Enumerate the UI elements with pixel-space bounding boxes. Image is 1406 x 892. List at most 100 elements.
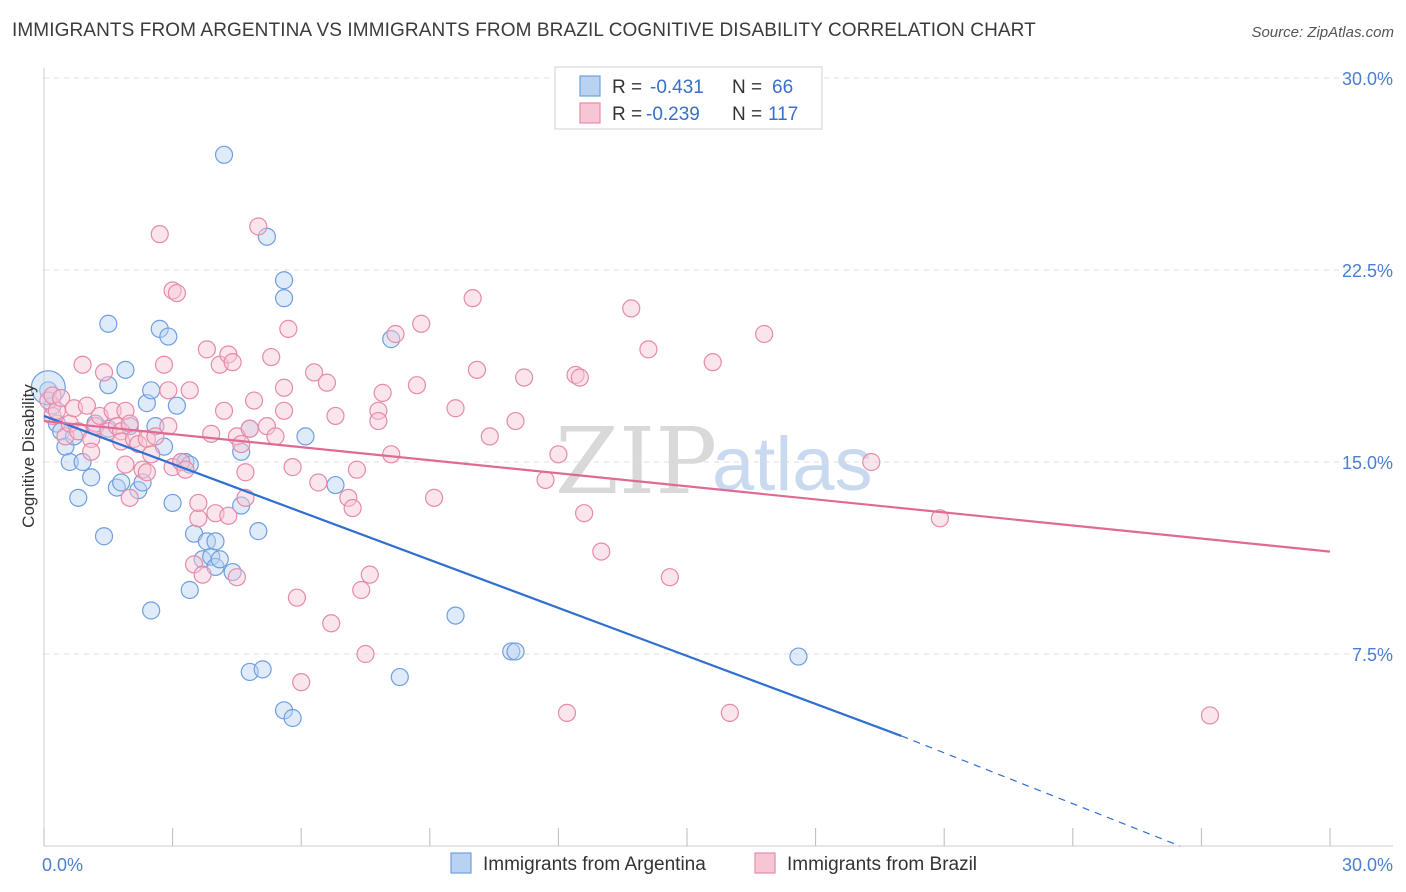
brazil-point (382, 445, 401, 464)
x-tick-label-min: 0.0% (42, 855, 83, 875)
chart-title: IMMIGRANTS FROM ARGENTINA VS IMMIGRANTS … (12, 20, 1036, 41)
brazil-point (274, 401, 294, 420)
brazil-point (159, 381, 178, 400)
source-credit: Source: ZipAtlas.com (1251, 24, 1394, 41)
brazil-point (660, 568, 679, 587)
brazil-point (287, 588, 307, 607)
legend-swatch-brazil (579, 102, 601, 124)
brazil-point (570, 368, 589, 387)
argentina-point (283, 708, 302, 728)
bottom-legend-label-argentina: Immigrants from Argentina (483, 854, 706, 875)
argentina-point (60, 452, 79, 472)
watermark-atlas: atlas (712, 422, 873, 507)
argentina-point (133, 473, 152, 492)
brazil-point (1200, 706, 1220, 725)
brazil-point (189, 509, 208, 528)
brazil-point (352, 580, 371, 600)
y-tick-label-2: 22.5% (1342, 261, 1393, 281)
axes (43, 68, 1393, 847)
brazil-point (639, 340, 658, 359)
argentina-point (253, 660, 272, 679)
brazil-point (592, 542, 611, 561)
brazil-point (249, 217, 268, 236)
brazil-point (244, 391, 264, 410)
argentina-point (159, 327, 178, 346)
argentina-point (446, 606, 465, 625)
brazil-point (292, 673, 311, 692)
brazil-point (52, 388, 71, 408)
argentina-point (112, 473, 131, 492)
brazil-point (356, 644, 375, 664)
y-tick-label-0: 7.5% (1352, 645, 1393, 665)
correlation-legend: R = -0.431 N = 66 R = -0.239 N = 117 (554, 66, 823, 130)
bottom-legend-swatch-brazil (754, 852, 776, 874)
legend-n-value-argentina: 66 (772, 77, 793, 98)
argentina-point (296, 427, 315, 446)
brazil-point (339, 488, 358, 507)
argentina-point (69, 488, 88, 507)
argentina-point (326, 475, 345, 495)
brazil-point (360, 565, 379, 584)
argentina-point (180, 580, 199, 600)
legend-r-value-argentina: -0.431 (650, 77, 704, 98)
legend-r-label-argentina: R = (612, 77, 642, 98)
brazil-point (536, 470, 555, 490)
brazil-point (407, 376, 427, 395)
brazil-point (446, 399, 465, 418)
argentina-trend-line (43, 414, 902, 737)
argentina-point (249, 522, 268, 541)
brazil-point (219, 506, 238, 525)
legend-swatch-argentina (579, 75, 601, 97)
legend-r-label-brazil: R = (612, 104, 642, 125)
brazil-point (467, 360, 487, 379)
argentina-point (506, 642, 525, 661)
brazil-point (703, 353, 722, 372)
argentina-point (94, 527, 114, 546)
bottom-legend-swatch-argentina (450, 852, 472, 874)
brazil-point (77, 396, 96, 415)
brazil-point (189, 493, 208, 513)
y-tick-labels: 7.5% 15.0% 22.5% 30.0% (1342, 69, 1393, 665)
brazil-point (373, 383, 392, 402)
y-axis-title: Cognitive Disability (19, 384, 38, 528)
brazil-point (549, 445, 568, 464)
brazil-point (73, 355, 92, 374)
brazil-point (862, 452, 881, 472)
brazil-point (150, 225, 169, 244)
brazil-point (129, 434, 148, 454)
brazil-trend-line (43, 419, 1331, 553)
brazil-point (279, 319, 298, 338)
brazil-point (236, 463, 255, 482)
argentina-point (82, 468, 101, 487)
y-tick-label-1: 15.0% (1342, 453, 1393, 473)
brazil-point (214, 401, 234, 420)
brazil-point (412, 314, 431, 333)
y-tick-label-3: 30.0% (1342, 69, 1393, 89)
argentina-point (99, 314, 118, 333)
argentina-point (274, 289, 294, 308)
brazil-point (180, 381, 199, 400)
argentina-point (789, 647, 808, 666)
brazil-point (515, 368, 534, 387)
brazil-point (232, 434, 251, 454)
brazil-point (480, 427, 499, 446)
brazil-point (322, 614, 341, 633)
brazil-point (369, 411, 388, 431)
legend-n-label-brazil: N = (732, 104, 762, 125)
brazil-point (506, 411, 525, 431)
brazil-point (304, 363, 324, 382)
brazil-point (369, 401, 388, 420)
argentina-point (390, 667, 409, 687)
brazil-point (463, 289, 482, 308)
argentina-point (116, 360, 135, 379)
brazil-point (317, 373, 337, 392)
brazil-point (326, 406, 345, 426)
brazil-point (227, 568, 246, 587)
trend-lines (43, 414, 1331, 847)
brazil-point (240, 419, 259, 438)
argentina-point (210, 550, 229, 569)
brazil-point (622, 299, 641, 318)
brazil-point (557, 703, 577, 722)
argentina-point (146, 417, 165, 436)
